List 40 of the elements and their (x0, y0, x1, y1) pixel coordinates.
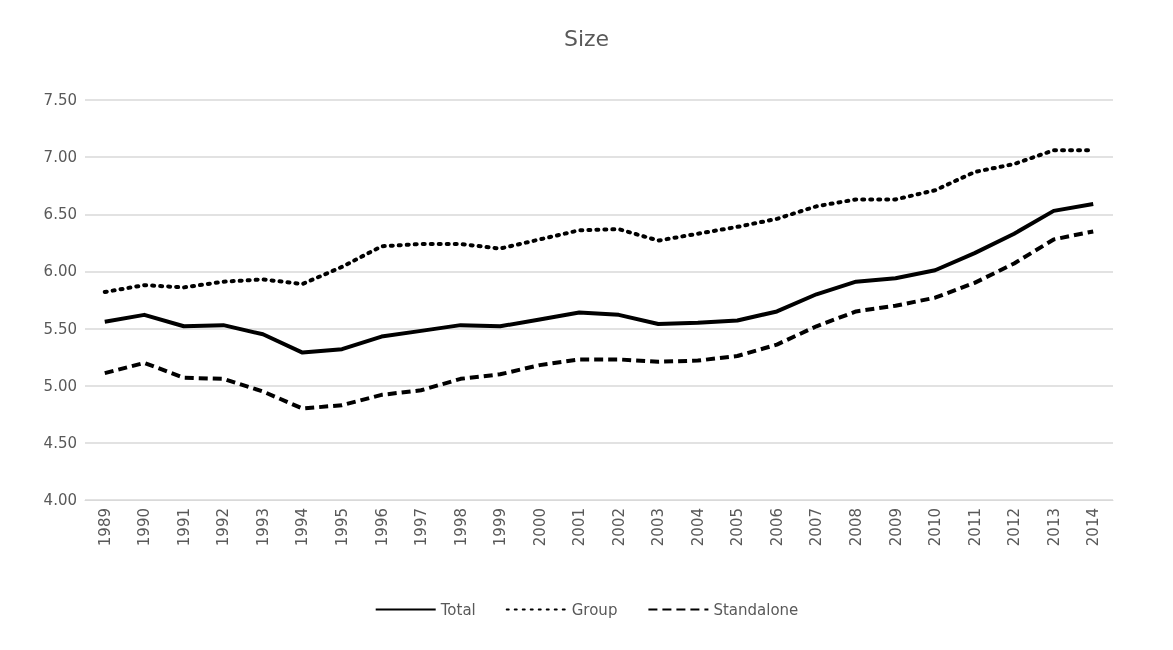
x-tick-label: 2010 (926, 508, 945, 547)
y-tick-label: 5.00 (43, 376, 77, 395)
x-tick-label: 2005 (728, 508, 747, 547)
x-tick-label: 2009 (886, 508, 905, 547)
x-tick-label: 2007 (807, 508, 826, 547)
y-tick-label: 4.50 (43, 433, 77, 452)
y-tick-label: 4.00 (43, 491, 77, 509)
y-tick-label: 6.00 (43, 262, 77, 281)
x-tick-label: 1991 (174, 508, 193, 547)
x-tick-label: 2012 (1005, 508, 1024, 547)
x-tick-label: 2002 (609, 508, 628, 547)
x-tick-label: 2013 (1044, 508, 1063, 547)
x-tick-label: 1999 (491, 508, 510, 547)
line-series (102, 229, 1096, 411)
x-tick-label: 1989 (95, 508, 114, 547)
y-tick-label: 7.50 (43, 91, 77, 109)
y-tick-label: 7.00 (43, 148, 77, 167)
x-tick-label: 2004 (688, 508, 707, 547)
line-series (102, 202, 1096, 355)
legend-label: Total (439, 600, 476, 619)
legend-label: Group (571, 600, 618, 619)
x-tick-label: 1998 (451, 508, 470, 547)
x-tick-label: 2011 (965, 508, 984, 547)
x-tick-label: 2000 (530, 508, 549, 547)
x-tick-label: 1997 (412, 508, 431, 547)
x-tick-label: 2014 (1084, 508, 1103, 547)
x-tick-label: 1992 (214, 508, 233, 547)
y-tick-label: 6.50 (43, 205, 77, 224)
x-tick-label: 1993 (253, 508, 272, 547)
x-tick-label: 2008 (847, 508, 865, 547)
x-tick-label: 1990 (135, 508, 154, 547)
chart-title: Size (563, 25, 610, 51)
x-tick-label: 1996 (372, 508, 391, 547)
x-tick-label: 2003 (649, 508, 668, 547)
legend-label: Standalone (713, 600, 799, 619)
x-tick-label: 2001 (570, 508, 589, 547)
y-tick-label: 5.50 (43, 319, 77, 338)
x-tick-label: 2006 (767, 508, 786, 547)
x-tick-label: 1994 (293, 508, 312, 547)
x-tick-label: 1995 (333, 508, 351, 547)
